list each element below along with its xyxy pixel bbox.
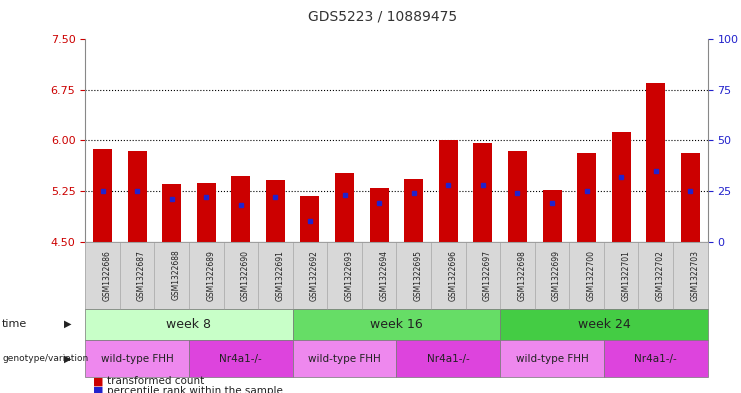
Text: GDS5223 / 10889475: GDS5223 / 10889475 xyxy=(308,9,456,24)
Text: transformed count: transformed count xyxy=(107,376,205,386)
Text: wild-type FHH: wild-type FHH xyxy=(516,354,588,364)
Text: Nr4a1-/-: Nr4a1-/- xyxy=(634,354,677,364)
Text: GSM1322689: GSM1322689 xyxy=(206,250,215,301)
Text: ▶: ▶ xyxy=(64,319,72,329)
Text: ■: ■ xyxy=(93,376,103,386)
Text: GSM1322702: GSM1322702 xyxy=(656,250,665,301)
Text: GSM1322699: GSM1322699 xyxy=(552,250,561,301)
Bar xyxy=(266,180,285,242)
Bar xyxy=(611,132,631,242)
Text: week 24: week 24 xyxy=(577,318,631,331)
Bar xyxy=(508,151,527,242)
Bar xyxy=(404,179,423,242)
Text: GSM1322692: GSM1322692 xyxy=(310,250,319,301)
Bar xyxy=(93,149,112,242)
Text: GSM1322688: GSM1322688 xyxy=(172,250,181,301)
Text: GSM1322695: GSM1322695 xyxy=(413,250,422,301)
Text: GSM1322698: GSM1322698 xyxy=(517,250,526,301)
Bar xyxy=(681,152,700,242)
Bar xyxy=(162,184,181,242)
Text: ■: ■ xyxy=(93,386,103,393)
Bar xyxy=(577,152,596,242)
Text: GSM1322687: GSM1322687 xyxy=(137,250,146,301)
Text: wild-type FHH: wild-type FHH xyxy=(308,354,381,364)
Text: genotype/variation: genotype/variation xyxy=(2,354,88,363)
Text: percentile rank within the sample: percentile rank within the sample xyxy=(107,386,283,393)
Bar xyxy=(370,188,388,242)
Text: GSM1322700: GSM1322700 xyxy=(587,250,596,301)
Text: GSM1322701: GSM1322701 xyxy=(621,250,630,301)
Text: week 8: week 8 xyxy=(167,318,211,331)
Bar xyxy=(646,83,665,242)
Text: Nr4a1-/-: Nr4a1-/- xyxy=(427,354,470,364)
Bar xyxy=(196,183,216,242)
Text: GSM1322694: GSM1322694 xyxy=(379,250,388,301)
Text: GSM1322686: GSM1322686 xyxy=(102,250,111,301)
Bar xyxy=(542,190,562,242)
Text: GSM1322697: GSM1322697 xyxy=(483,250,492,301)
Text: wild-type FHH: wild-type FHH xyxy=(101,354,173,364)
Text: time: time xyxy=(2,319,27,329)
Text: week 16: week 16 xyxy=(370,318,423,331)
Text: GSM1322703: GSM1322703 xyxy=(691,250,700,301)
Bar xyxy=(127,151,147,242)
Bar xyxy=(473,143,492,242)
Text: GSM1322690: GSM1322690 xyxy=(241,250,250,301)
Bar xyxy=(300,196,319,242)
Text: Nr4a1-/-: Nr4a1-/- xyxy=(219,354,262,364)
Bar xyxy=(231,176,250,242)
Text: GSM1322693: GSM1322693 xyxy=(345,250,353,301)
Bar xyxy=(439,140,458,242)
Text: GSM1322691: GSM1322691 xyxy=(276,250,285,301)
Text: GSM1322696: GSM1322696 xyxy=(448,250,457,301)
Bar xyxy=(335,173,354,242)
Text: ▶: ▶ xyxy=(64,354,72,364)
